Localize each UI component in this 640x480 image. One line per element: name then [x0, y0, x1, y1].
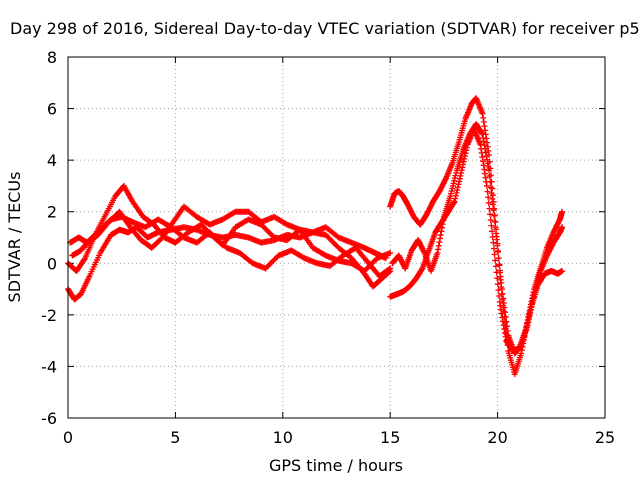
data-point: [491, 212, 498, 219]
data-point: [484, 188, 491, 195]
data-point: [492, 257, 499, 264]
x-tick-label: 10: [273, 428, 293, 447]
data-point: [492, 263, 499, 270]
data-point: [490, 239, 497, 246]
data-point: [489, 201, 496, 208]
y-tick-label: 4: [47, 151, 57, 170]
data-point: [493, 230, 500, 237]
plot-frame: [67, 56, 606, 419]
data-point: [489, 195, 496, 202]
x-tick-label: 15: [380, 428, 400, 447]
data-point: [81, 256, 88, 263]
x-tick-label: 5: [170, 428, 180, 447]
data-point: [483, 182, 490, 189]
y-tick-label: 0: [47, 254, 57, 273]
data-point: [495, 255, 502, 262]
data-point: [496, 267, 503, 274]
data-point: [559, 224, 566, 231]
data-point: [485, 194, 492, 201]
data-point: [486, 173, 493, 180]
x-tick-label: 25: [595, 428, 615, 447]
data-point: [489, 228, 496, 235]
y-tick-label: 6: [47, 100, 57, 119]
data-point: [493, 236, 500, 243]
series-4: [69, 213, 394, 275]
y-axis-title: SDTVAR / TECUs: [5, 172, 24, 303]
data-point: [488, 190, 495, 197]
data-point: [494, 281, 501, 288]
data-point: [487, 184, 494, 191]
data-point: [386, 266, 393, 273]
data-point: [491, 218, 498, 225]
data-point: [494, 275, 501, 282]
data-point: [487, 211, 494, 218]
data-point: [502, 319, 509, 326]
data-points: [65, 95, 566, 378]
data-point: [488, 222, 495, 229]
y-tick-labels: -6 -4 -2 0 2 4 6 8: [41, 48, 57, 428]
x-tick-label: 0: [63, 428, 73, 447]
data-point: [497, 273, 504, 280]
data-point: [495, 248, 502, 255]
x-tick-labels: 0 5 10 15 20 25: [63, 428, 615, 447]
series-7: [389, 121, 566, 357]
data-point: [559, 208, 566, 215]
data-point: [387, 265, 394, 272]
y-tick-label: -2: [41, 306, 57, 325]
data-point: [485, 199, 492, 206]
y-tick-label: -4: [41, 357, 57, 376]
data-point: [504, 342, 511, 349]
data-point: [486, 167, 493, 174]
data-point: [487, 178, 494, 185]
x-tick-label: 20: [487, 428, 507, 447]
series-2: [65, 182, 394, 280]
data-point: [387, 249, 394, 256]
data-point: [492, 224, 499, 231]
y-tick-label: -6: [41, 409, 57, 428]
y-tick-label: 2: [47, 203, 57, 222]
data-point: [490, 207, 497, 214]
data-point: [490, 245, 497, 252]
data-point: [496, 261, 503, 268]
data-point: [487, 216, 494, 223]
data-point: [559, 268, 566, 275]
chart-title: Day 298 of 2016, Sidereal Day-to-day VTE…: [10, 19, 640, 38]
data-point: [498, 279, 505, 286]
data-point: [491, 251, 498, 258]
y-tick-label: 8: [47, 48, 57, 67]
data-point: [487, 172, 494, 179]
data-point: [495, 287, 502, 294]
data-point: [494, 242, 501, 249]
x-axis-title: GPS time / hours: [269, 456, 403, 475]
